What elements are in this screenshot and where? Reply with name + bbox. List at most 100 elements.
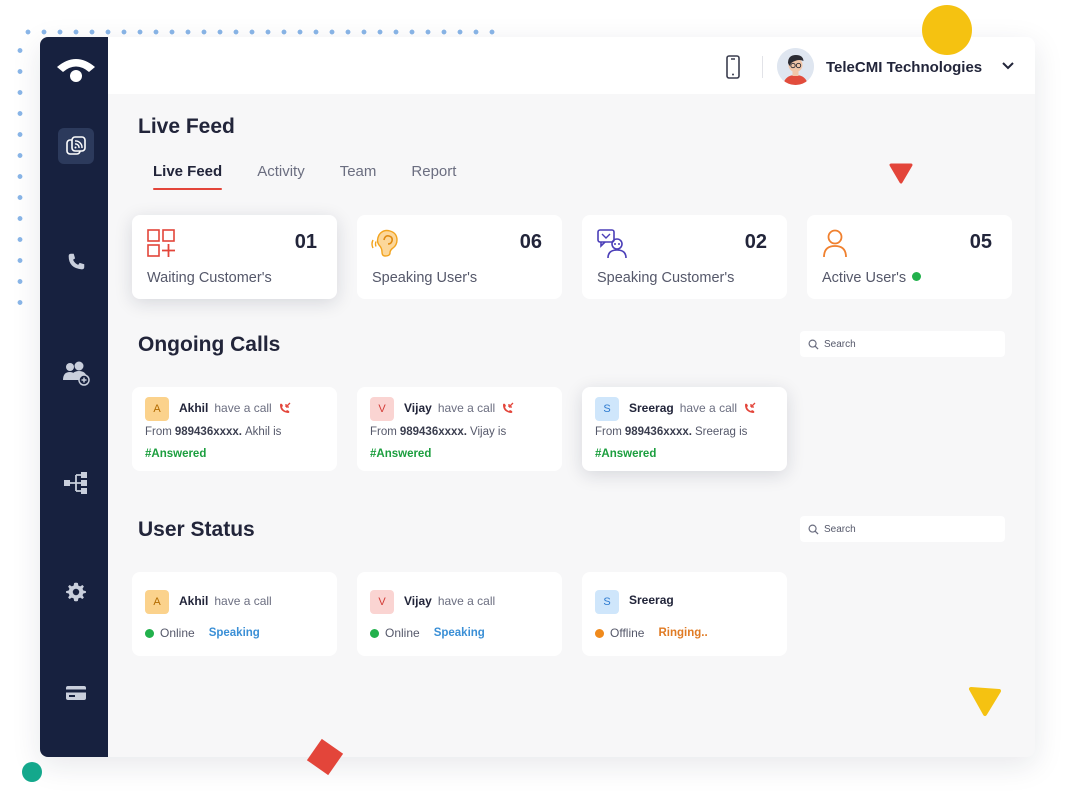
page-title: Live Feed (138, 115, 235, 138)
from-label: From (370, 426, 397, 438)
call-card-sreerag[interactable]: S Sreerag have a call From 989436xxxx. Sre… (582, 387, 787, 471)
call-card-akhil[interactable]: A Akhil have a call From 989436xxxx. Akhil… (132, 387, 337, 471)
decorative-dot-pattern (17, 40, 23, 310)
call-card-header: Vijay have a call (404, 401, 515, 415)
incoming-call-icon (503, 402, 514, 413)
user-icon (823, 229, 847, 258)
avatar[interactable] (777, 48, 814, 85)
activity-status: Speaking (433, 627, 485, 639)
call-action-text: have a call (214, 401, 272, 415)
user-action-text: have a call (214, 594, 272, 608)
decorative-yellow-circle (922, 5, 972, 55)
ongoing-calls-search[interactable] (800, 331, 1005, 357)
sidebar-item-billing[interactable] (58, 675, 94, 711)
call-note: Vijay is (470, 426, 507, 438)
users-icon (63, 361, 90, 386)
stat-label: Waiting Customer's (147, 270, 272, 286)
avatar-initial: S (595, 397, 619, 421)
user-status-header: Akhil have a call (179, 594, 272, 608)
stat-label: Speaking Customer's (597, 270, 735, 286)
user-status-header: Vijay have a call (404, 594, 495, 608)
call-from-line: From 989436xxxx. Akhil is (145, 426, 281, 438)
user-status-card-sreerag[interactable]: S Sreerag Offline Ringing.. (582, 572, 787, 656)
presence-status: Offline (610, 626, 645, 640)
sidebar-item-call-flow[interactable] (58, 465, 94, 501)
topbar-divider (762, 56, 763, 78)
user-avatar-illustration (777, 48, 814, 85)
online-status-dot (912, 272, 922, 281)
user-name: Vijay (404, 594, 432, 608)
user-name: Akhil (179, 594, 209, 608)
call-card-header: Akhil have a call (179, 401, 292, 415)
tab-team[interactable]: Team (339, 163, 377, 180)
sidebar-item-settings[interactable] (58, 574, 94, 610)
call-card-vijay[interactable]: V Vijay have a call From 989436xxxx. Vijay… (357, 387, 562, 471)
decorative-red-triangle (889, 163, 913, 184)
caller-number: 989436xxxx. (624, 426, 692, 438)
user-presence-row: Online Speaking (370, 626, 485, 640)
sidebar-item-live-feed[interactable] (58, 128, 94, 164)
caller-name: Akhil (179, 401, 209, 415)
search-icon (808, 339, 819, 350)
user-name: Sreerag (629, 593, 674, 607)
tab-live-feed[interactable]: Live Feed (153, 161, 223, 190)
customer-chat-icon (597, 229, 627, 259)
waiting-grid-icon (147, 229, 175, 257)
user-status-title: User Status (138, 518, 255, 541)
stat-label-text: Active User's (822, 270, 907, 286)
company-name[interactable]: TeleCMI Technologies (826, 59, 983, 76)
call-from-line: From 989436xxxx. Vijay is (370, 426, 506, 438)
sidebar (40, 37, 108, 757)
stat-label: Speaking User's (372, 270, 478, 286)
sidebar-item-calls[interactable] (58, 244, 94, 280)
from-label: From (145, 426, 172, 438)
user-action-text: have a call (437, 594, 496, 608)
user-status-card-akhil[interactable]: A Akhil have a call Online Speaking (132, 572, 337, 656)
stat-card-speaking-users[interactable]: 06 Speaking User's (357, 215, 562, 299)
stat-card-waiting-customers[interactable]: 01 Waiting Customer's (132, 215, 337, 299)
stat-card-active-users[interactable]: 05 Active User's (807, 215, 1012, 299)
stat-card-speaking-customers[interactable]: 02 Speaking Customer's (582, 215, 787, 299)
avatar-initial: S (595, 590, 619, 614)
caller-number: 989436xxxx. (174, 426, 242, 438)
user-status-card-vijay[interactable]: V Vijay have a call Online Speaking (357, 572, 562, 656)
caller-name: Sreerag (629, 401, 674, 415)
avatar-initial: V (370, 590, 394, 614)
stat-value: 06 (519, 231, 542, 253)
top-bar: TeleCMI Technologies (108, 37, 1035, 94)
telecmi-logo (57, 59, 95, 82)
search-input[interactable] (824, 523, 994, 535)
chevron-down-icon[interactable] (1001, 61, 1015, 71)
call-action-text: have a call (437, 401, 496, 415)
user-status-header: Sreerag (629, 593, 680, 607)
answered-tag: #Answered (595, 448, 657, 460)
activity-status: Ringing.. (658, 627, 708, 639)
call-action-text: have a call (679, 401, 738, 415)
call-flow-icon (64, 472, 87, 494)
call-note: Akhil is (245, 426, 282, 438)
tab-bar: Live Feed Activity Team Report (153, 161, 491, 190)
mobile-phone-icon[interactable] (725, 55, 741, 79)
phone-icon (68, 253, 85, 270)
ear-icon (371, 229, 398, 257)
decorative-yellow-triangle (969, 687, 1001, 716)
sidebar-item-team[interactable] (58, 355, 94, 391)
stat-value: 02 (744, 231, 767, 253)
user-status-search[interactable] (800, 516, 1005, 542)
activity-status: Speaking (208, 627, 260, 639)
presence-status: Online (385, 626, 420, 640)
answered-tag: #Answered (370, 448, 432, 460)
offline-status-dot (595, 628, 604, 638)
avatar-initial: A (145, 590, 169, 614)
avatar-initial: A (145, 397, 169, 421)
caller-name: Vijay (404, 401, 432, 415)
search-input[interactable] (824, 338, 994, 350)
call-note: Sreerag is (695, 426, 748, 438)
tab-activity[interactable]: Activity (257, 163, 305, 180)
gear-icon (66, 582, 86, 602)
search-icon (808, 524, 819, 535)
stat-value: 01 (294, 231, 317, 253)
app-window: TeleCMI Technologies Live Feed Live Feed… (40, 37, 1035, 757)
tab-report[interactable]: Report (411, 163, 457, 180)
